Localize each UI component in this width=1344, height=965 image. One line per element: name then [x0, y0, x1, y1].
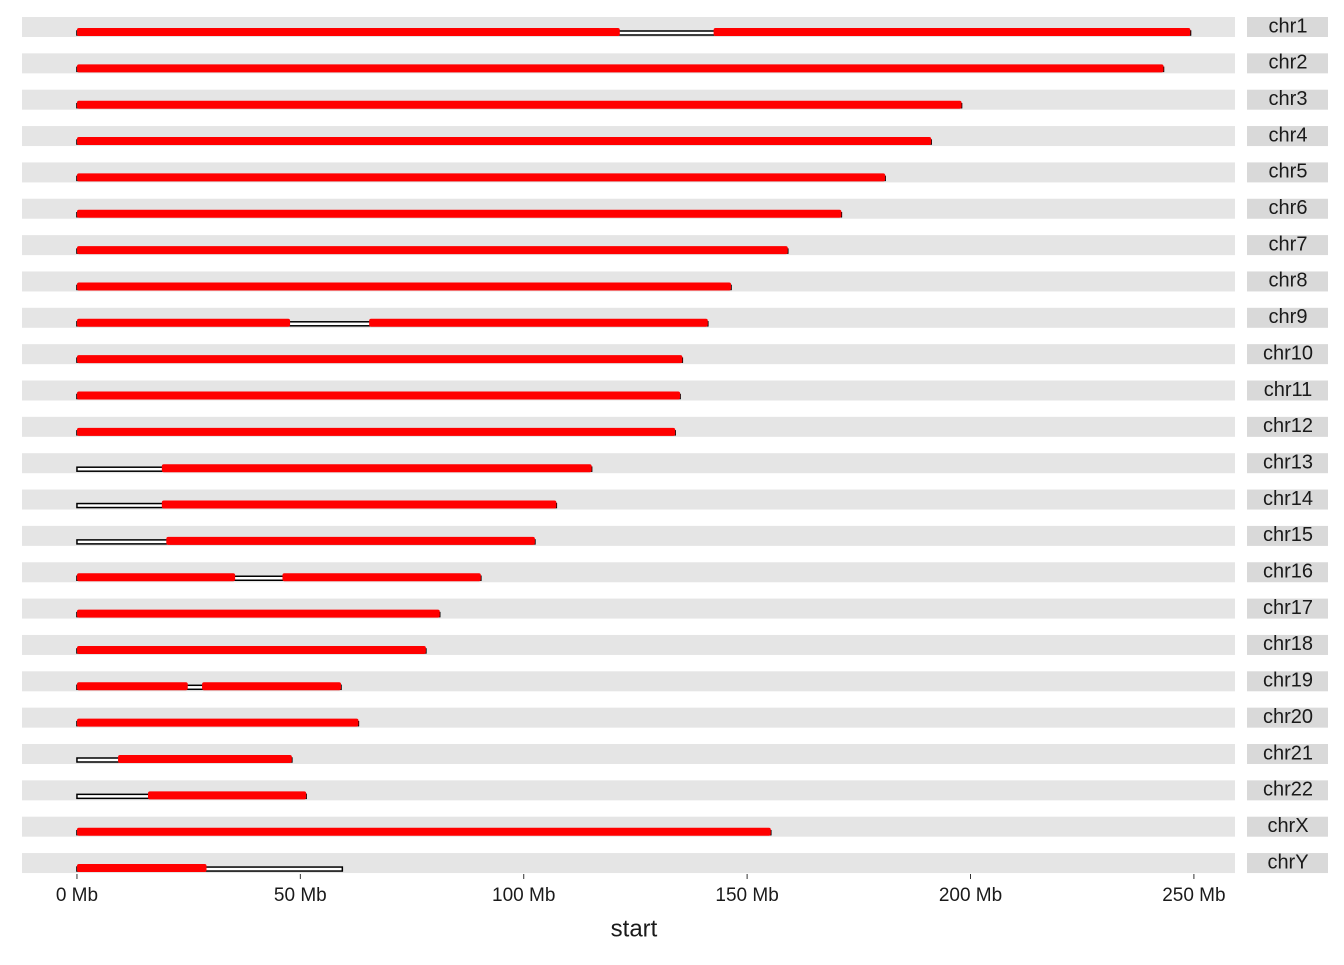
feature-region [76, 318, 291, 327]
feature-region [76, 645, 426, 654]
feature-region [202, 682, 341, 691]
chromosome-label: chr2 [1269, 52, 1308, 74]
strip [1247, 744, 1328, 764]
chromosome-label: chr15 [1263, 524, 1313, 546]
feature-region [76, 718, 359, 727]
x-tick-label: 50 Mb [274, 885, 327, 906]
feature-region [713, 28, 1191, 36]
chromosome-label: chr14 [1263, 488, 1313, 510]
chromosome-label: chr6 [1269, 197, 1308, 219]
x-axis-title: start [611, 915, 658, 942]
feature-region [76, 246, 788, 255]
feature-region [76, 609, 440, 618]
feature-region [76, 173, 886, 182]
strip [1247, 271, 1328, 292]
strip [1247, 707, 1328, 728]
strip [1247, 380, 1328, 401]
feature-region [76, 355, 683, 364]
chromosome-label: chr10 [1263, 342, 1313, 364]
chromosome-label: chr19 [1263, 670, 1313, 692]
feature-region [76, 137, 932, 146]
chromosome-label: chr3 [1269, 88, 1308, 110]
strip [1247, 525, 1328, 546]
feature-region [76, 864, 207, 873]
chromosome-label: chr1 [1269, 15, 1308, 37]
chromosome-label: chrY [1267, 851, 1308, 873]
chromosome-label: chr4 [1269, 124, 1308, 146]
strip [1247, 489, 1328, 510]
strip [1247, 235, 1328, 256]
feature-region [76, 209, 842, 218]
feature-region [76, 391, 681, 400]
strip [1247, 89, 1328, 110]
chromosome-label: chr16 [1263, 561, 1313, 583]
feature-region [76, 573, 236, 582]
feature-region [147, 791, 307, 800]
feature-region [76, 427, 676, 436]
feature-region [76, 28, 620, 36]
feature-region [76, 827, 771, 836]
chromosome-label: chr9 [1269, 306, 1308, 328]
chromosome-label: chr5 [1269, 161, 1308, 183]
strip [1247, 853, 1328, 874]
x-tick-label: 150 Mb [715, 885, 778, 906]
feature-region [76, 64, 1164, 73]
chromosome-label: chrX [1267, 815, 1308, 837]
strip [1247, 53, 1328, 74]
strip [1247, 198, 1328, 219]
strip [1247, 671, 1328, 692]
strip [1247, 17, 1328, 37]
strip [1247, 780, 1328, 801]
x-tick-label: 200 Mb [939, 885, 1002, 906]
strip [1247, 598, 1328, 619]
chromosome-label: chr21 [1263, 742, 1313, 764]
feature-region [76, 682, 188, 691]
strip [1247, 562, 1328, 583]
strip [1247, 634, 1328, 655]
feature-region [118, 755, 292, 763]
strip [1247, 416, 1328, 437]
chromosome-label: chr13 [1263, 451, 1313, 473]
chromosome-label: chr20 [1263, 706, 1313, 728]
chromosome-label: chr8 [1269, 270, 1308, 292]
feature-region [76, 282, 732, 291]
x-tick-label: 0 Mb [56, 885, 98, 906]
chromosome-label: chr12 [1263, 415, 1313, 437]
strip [1247, 307, 1328, 328]
chromosome-label: chr17 [1263, 597, 1313, 619]
chromosome-label: chr7 [1269, 233, 1308, 255]
feature-region [282, 573, 481, 582]
chromosome-label: chr18 [1263, 633, 1313, 655]
strip [1247, 162, 1328, 183]
row-panel [22, 780, 1235, 801]
strip [1247, 344, 1328, 365]
strip [1247, 816, 1328, 837]
row-panel [22, 744, 1235, 764]
strip [1247, 126, 1328, 147]
chromosome-label: chr22 [1263, 779, 1313, 801]
chromosome-label: chr11 [1264, 379, 1313, 401]
feature-region [161, 500, 557, 509]
feature-region [161, 464, 592, 473]
x-tick-label: 100 Mb [492, 885, 555, 906]
feature-region [76, 100, 962, 109]
strip [1247, 453, 1328, 474]
feature-region [166, 536, 535, 545]
feature-region [369, 318, 708, 327]
x-tick-label: 250 Mb [1162, 885, 1225, 906]
